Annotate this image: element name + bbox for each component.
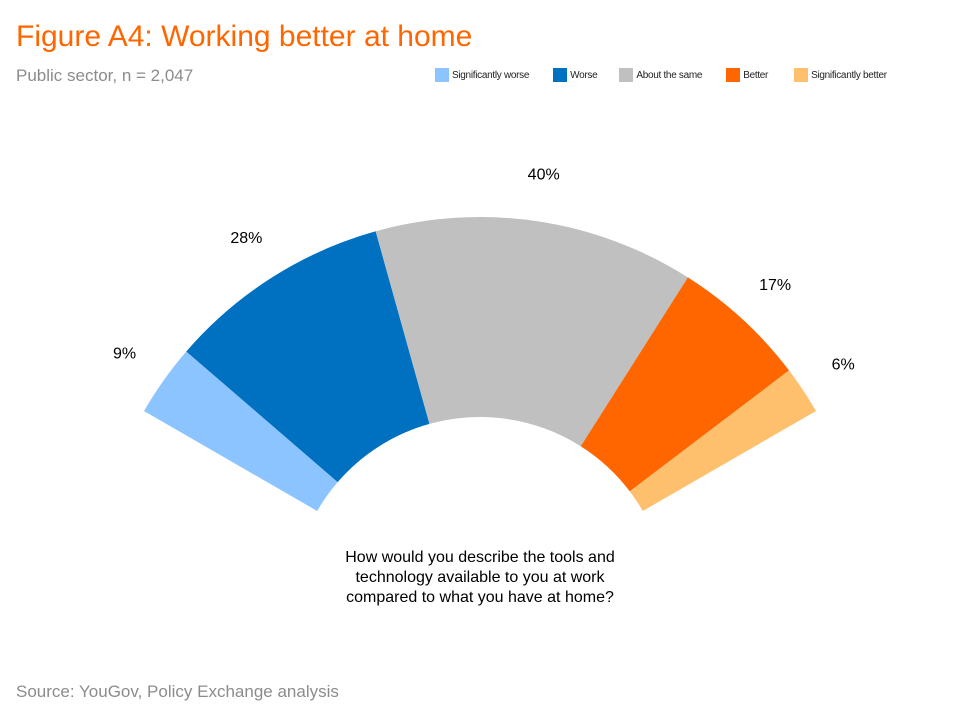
legend-item-significantly-worse: Significantly worse (435, 68, 529, 82)
chart-legend: Significantly worse Worse About the same… (435, 68, 887, 82)
slice-better (580, 277, 790, 492)
chart-subtitle: Public sector, n = 2,047 (16, 66, 194, 85)
legend-label: About the same (636, 69, 703, 81)
question-line-3: compared to what you have at home? (346, 589, 614, 606)
value-label-about-the-same: 40% (528, 167, 560, 184)
legend-swatch (794, 68, 809, 82)
source-note: Source: YouGov, Policy Exchange analysis (16, 682, 339, 701)
value-label-better: 17% (759, 277, 791, 294)
legend-item-better: Better (726, 68, 768, 82)
chart-title: Figure A4: Working better at home (16, 20, 473, 53)
legend-swatch (619, 68, 634, 82)
chart-value-labels: 9% 28% 40% 17% 6% (113, 167, 855, 374)
legend-item-significantly-better: Significantly better (794, 68, 887, 82)
legend-label: Better (743, 69, 769, 81)
question-line-2: technology available to you at work (355, 569, 605, 586)
survey-question: How would you describe the tools and tec… (280, 548, 680, 608)
question-line-1: How would you describe the tools and (345, 549, 615, 566)
legend-swatch (726, 68, 741, 82)
legend-label: Significantly worse (452, 69, 530, 81)
slice-about-the-same (375, 217, 688, 447)
slice-significantly-better (629, 370, 817, 511)
legend-swatch (553, 68, 568, 82)
legend-label: Worse (570, 69, 598, 81)
slice-worse (186, 231, 430, 483)
legend-swatch (435, 68, 449, 82)
chart-slices (143, 217, 817, 511)
value-label-significantly-better: 6% (832, 357, 855, 374)
slice-significantly-worse (143, 351, 338, 511)
legend-item-worse: Worse (553, 68, 598, 82)
legend-item-about-the-same: About the same (619, 68, 703, 82)
legend-label: Significantly better (811, 69, 887, 81)
value-label-worse: 28% (230, 230, 262, 247)
value-label-significantly-worse: 9% (113, 345, 136, 362)
